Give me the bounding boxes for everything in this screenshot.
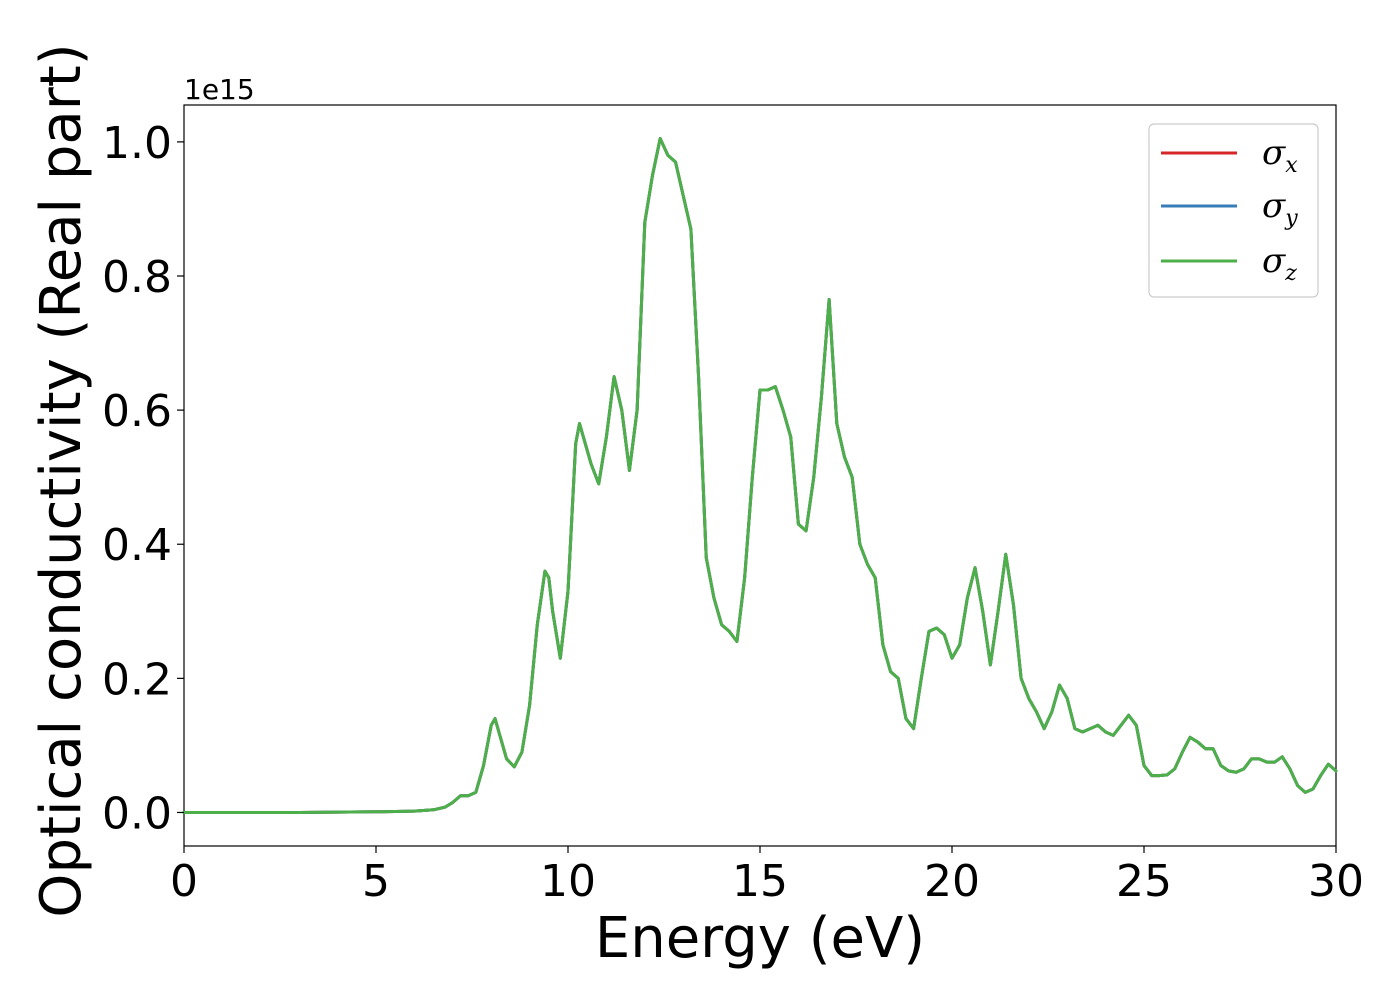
y-tick-label: 0.8 bbox=[102, 252, 172, 303]
legend-label-x: σx bbox=[1262, 133, 1298, 178]
x-tick-label: 25 bbox=[1116, 856, 1172, 907]
y-axis-title: Optical conductivity (Real part) bbox=[29, 43, 94, 917]
y-tick-label: 0.4 bbox=[102, 520, 172, 571]
legend-label-y: σy bbox=[1262, 186, 1298, 231]
x-axis-title: Energy (eV) bbox=[595, 906, 925, 971]
x-tick-label: 15 bbox=[732, 856, 788, 907]
x-tick-label: 10 bbox=[540, 856, 596, 907]
legend-box bbox=[1148, 123, 1319, 298]
x-tick-label: 30 bbox=[1308, 856, 1364, 907]
x-tick-label: 5 bbox=[362, 856, 390, 907]
y-tick-label: 1.0 bbox=[102, 118, 172, 169]
series-layer bbox=[182, 137, 1338, 814]
y-tick-label: 0.2 bbox=[102, 654, 172, 705]
series-line-z bbox=[182, 137, 1338, 814]
legend-label-z: σz bbox=[1262, 241, 1297, 286]
y-tick-label: 0.6 bbox=[102, 386, 172, 437]
x-axis: 0 5 10 15 20 25 30 bbox=[170, 846, 1364, 907]
legend-items: σx σy σz bbox=[1161, 133, 1298, 286]
y-axis-offset-label: 1e15 bbox=[184, 73, 255, 106]
x-tick-label: 0 bbox=[170, 856, 198, 907]
x-tick-label: 20 bbox=[924, 856, 980, 907]
y-axis: 0.0 0.2 0.4 0.6 0.8 1.0 bbox=[102, 118, 184, 839]
legend: σx σy σz bbox=[1148, 123, 1319, 298]
y-tick-label: 0.0 bbox=[102, 788, 172, 839]
